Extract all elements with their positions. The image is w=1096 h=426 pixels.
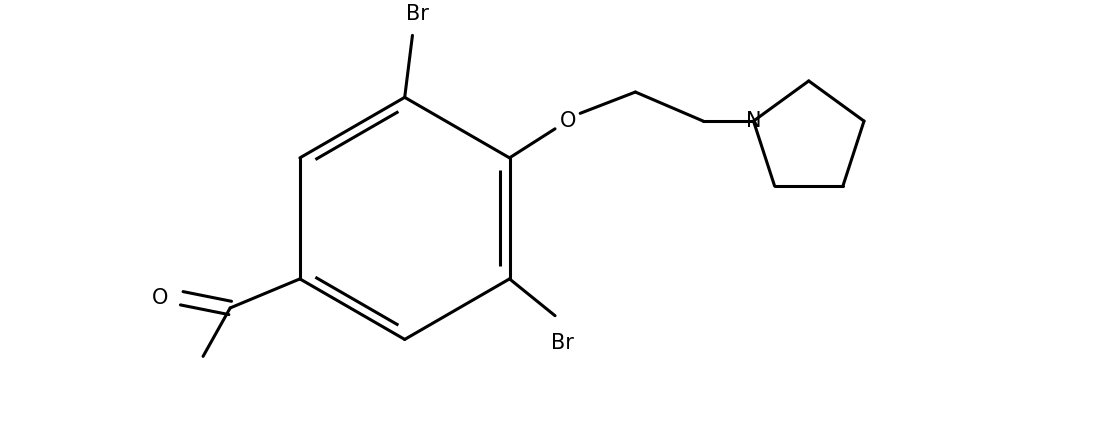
Text: O: O bbox=[559, 111, 575, 131]
Text: O: O bbox=[152, 288, 168, 308]
Text: N: N bbox=[745, 111, 762, 131]
Text: Br: Br bbox=[406, 4, 429, 24]
Text: Br: Br bbox=[551, 333, 574, 353]
